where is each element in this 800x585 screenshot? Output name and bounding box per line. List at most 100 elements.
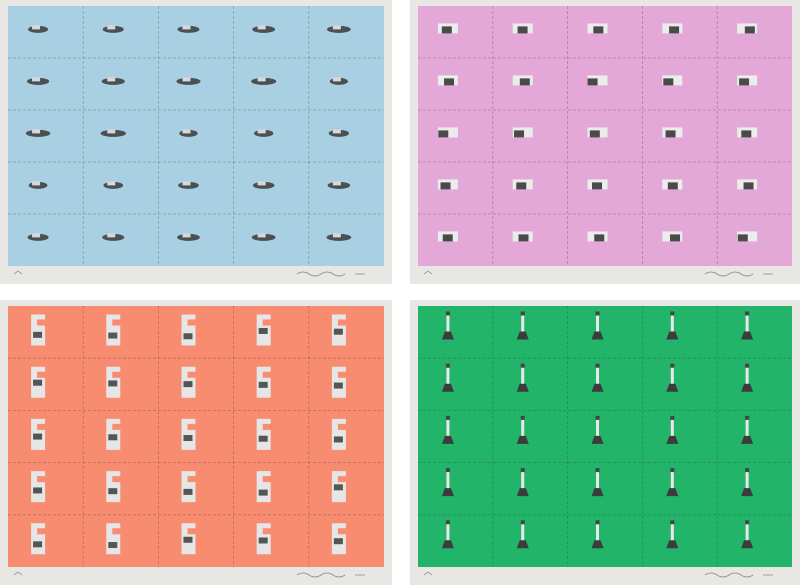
print	[0, 0, 392, 284]
motif	[521, 417, 525, 438]
motif	[521, 522, 525, 543]
motif	[520, 468, 525, 473]
motif	[666, 488, 679, 497]
motif	[669, 26, 680, 34]
signature	[704, 271, 773, 277]
motif	[331, 366, 346, 398]
motif	[440, 182, 451, 190]
motif	[333, 436, 343, 443]
motif	[331, 418, 346, 450]
motif	[107, 129, 116, 134]
motif	[256, 471, 271, 503]
motif	[516, 331, 529, 340]
motif	[741, 331, 754, 340]
motif	[592, 182, 603, 190]
motif	[182, 181, 191, 186]
print	[0, 300, 392, 585]
print-field	[8, 306, 384, 567]
motif	[596, 417, 600, 438]
motif	[257, 129, 266, 134]
motif	[438, 130, 449, 138]
motif	[446, 365, 450, 386]
motif	[743, 182, 754, 190]
motif	[31, 471, 46, 503]
motif	[665, 130, 676, 138]
motif	[591, 435, 604, 444]
motif	[596, 522, 600, 543]
motif	[745, 365, 749, 386]
motif	[595, 311, 600, 316]
motif	[745, 468, 750, 473]
motif	[520, 311, 525, 316]
motif	[596, 313, 600, 334]
motif	[107, 233, 116, 238]
motif	[108, 488, 118, 495]
motif	[258, 489, 268, 496]
motif	[31, 314, 46, 346]
motif	[258, 537, 268, 544]
motif	[445, 468, 450, 473]
motif	[32, 77, 41, 82]
motif	[670, 470, 674, 491]
motif	[596, 365, 600, 386]
motif	[257, 25, 266, 30]
motif	[106, 523, 121, 555]
motif	[183, 536, 193, 543]
motif	[745, 363, 750, 368]
motif	[591, 488, 604, 497]
motif	[446, 470, 450, 491]
motif	[333, 382, 343, 389]
motif	[446, 417, 450, 438]
motif	[670, 313, 674, 334]
motif	[33, 433, 43, 440]
motif	[445, 363, 450, 368]
motif	[595, 415, 600, 420]
motif	[521, 313, 525, 334]
motif	[667, 182, 678, 190]
edition-mark	[423, 270, 433, 275]
edition-mark	[13, 571, 23, 576]
motif	[333, 328, 343, 335]
motif	[33, 487, 43, 494]
motif	[32, 25, 41, 30]
motif	[670, 311, 675, 316]
print-field	[418, 306, 792, 567]
motif	[670, 468, 675, 473]
motif	[520, 415, 525, 420]
motif	[445, 311, 450, 316]
motif	[741, 540, 754, 549]
motif	[445, 520, 450, 525]
motif	[666, 383, 679, 392]
motif	[670, 520, 675, 525]
motif	[108, 380, 118, 387]
motif	[181, 471, 196, 503]
motif	[595, 520, 600, 525]
motif	[256, 418, 271, 450]
motif	[741, 435, 754, 444]
motif	[441, 488, 454, 497]
motif	[520, 363, 525, 368]
motif	[446, 313, 450, 334]
motif	[670, 363, 675, 368]
motif	[183, 381, 193, 388]
motif	[258, 381, 268, 388]
motif	[182, 77, 191, 82]
motif	[745, 520, 750, 525]
motif	[745, 311, 750, 316]
motif	[182, 25, 191, 30]
motif	[32, 129, 41, 134]
motif	[670, 522, 674, 543]
motif	[446, 522, 450, 543]
motif	[589, 130, 600, 138]
motif	[108, 332, 118, 339]
motif	[333, 484, 343, 491]
motif	[670, 417, 674, 438]
motif	[516, 488, 529, 497]
print	[410, 300, 800, 585]
motif	[745, 313, 749, 334]
motif	[258, 435, 268, 442]
motif	[108, 542, 118, 549]
motif	[441, 435, 454, 444]
